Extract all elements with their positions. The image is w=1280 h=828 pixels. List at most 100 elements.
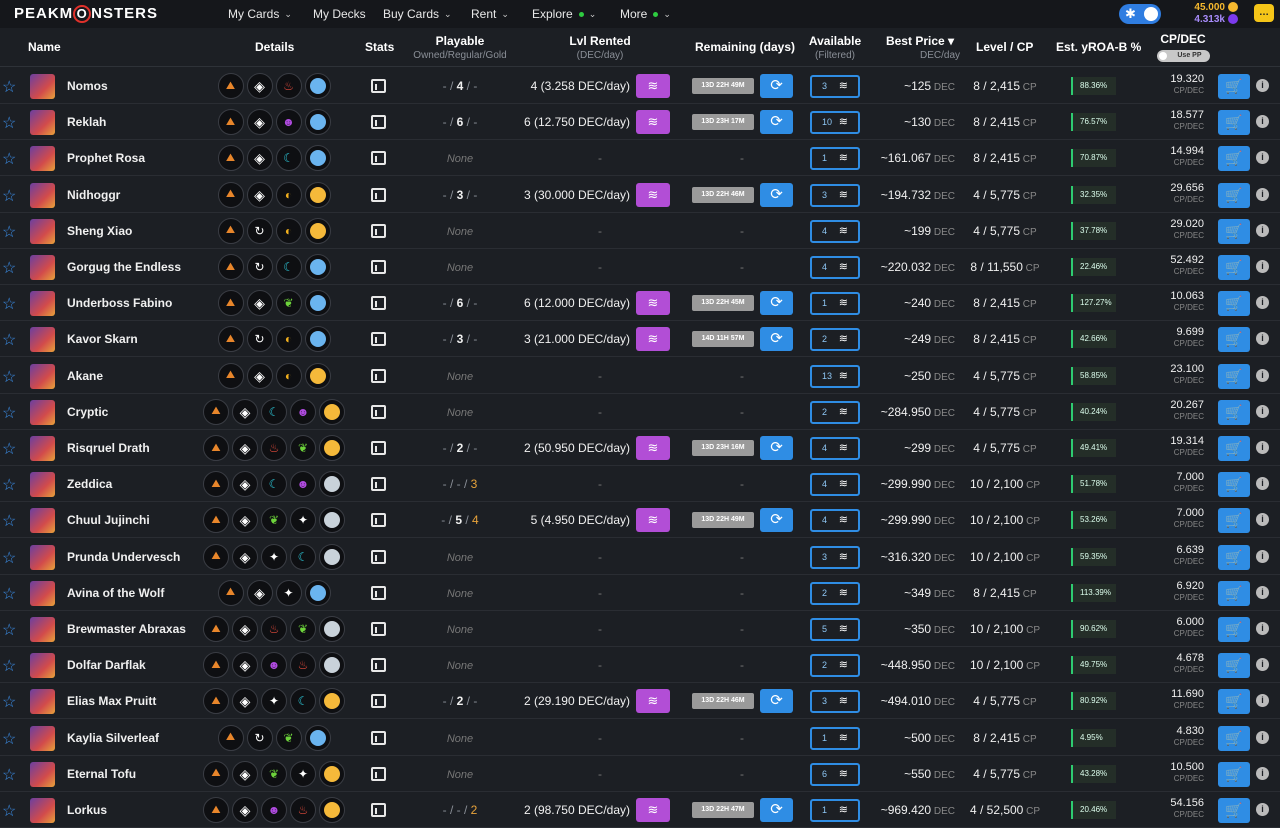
card-avatar[interactable] bbox=[30, 472, 55, 498]
info-icon[interactable]: i bbox=[1256, 730, 1269, 744]
available-button[interactable]: 4 ≋ bbox=[810, 219, 860, 243]
stats-icon[interactable] bbox=[371, 513, 386, 528]
info-icon[interactable]: i bbox=[1256, 332, 1269, 346]
available-button[interactable]: 3 ≋ bbox=[810, 545, 860, 569]
info-icon[interactable]: i bbox=[1256, 151, 1269, 165]
add-to-cart-button[interactable]: 🛒 bbox=[1218, 399, 1250, 425]
favorite-star-icon[interactable]: ☆ bbox=[2, 730, 17, 748]
info-icon[interactable]: i bbox=[1256, 223, 1269, 237]
stats-icon[interactable] bbox=[371, 658, 386, 673]
stats-icon[interactable] bbox=[371, 404, 386, 419]
stats-icon[interactable] bbox=[371, 115, 386, 130]
available-button[interactable]: 2 ≋ bbox=[810, 581, 860, 605]
stats-icon[interactable] bbox=[371, 79, 386, 93]
available-button[interactable]: 1 ≋ bbox=[810, 147, 860, 171]
add-to-cart-button[interactable]: 🛒 bbox=[1218, 146, 1250, 172]
card-avatar[interactable] bbox=[30, 725, 55, 751]
favorite-star-icon[interactable]: ☆ bbox=[2, 622, 17, 639]
info-icon[interactable]: i bbox=[1256, 694, 1269, 708]
col-lvl-rented[interactable]: Lvl Rented (DEC/day) bbox=[569, 34, 631, 61]
add-to-cart-button[interactable]: 🛒 bbox=[1218, 74, 1250, 99]
available-button[interactable]: 1 ≋ bbox=[810, 292, 860, 316]
add-to-cart-button[interactable]: 🛒 bbox=[1218, 798, 1250, 823]
col-level-cp[interactable]: Level / CP bbox=[976, 40, 1034, 54]
renew-button[interactable]: ⟳ bbox=[760, 110, 793, 135]
stats-icon[interactable] bbox=[371, 187, 386, 202]
available-button[interactable]: 3 ≋ bbox=[810, 690, 860, 714]
col-best-price[interactable]: Best Price ▾ DEC/day bbox=[885, 34, 960, 61]
add-to-cart-button[interactable]: 🛒 bbox=[1218, 689, 1250, 715]
use-pp-toggle[interactable]: Use PP bbox=[1156, 50, 1210, 62]
card-avatar[interactable] bbox=[30, 363, 55, 389]
card-avatar[interactable] bbox=[30, 110, 55, 136]
card-name[interactable]: Gorgug the Endless bbox=[67, 260, 182, 274]
favorite-star-icon[interactable]: ☆ bbox=[2, 803, 17, 820]
info-icon[interactable]: i bbox=[1256, 260, 1269, 273]
card-avatar[interactable] bbox=[30, 182, 55, 208]
stats-icon[interactable] bbox=[371, 260, 386, 274]
card-avatar[interactable] bbox=[30, 255, 55, 280]
col-available[interactable]: Available (Filtered) bbox=[808, 34, 862, 61]
card-avatar[interactable] bbox=[30, 544, 55, 570]
info-icon[interactable]: i bbox=[1256, 477, 1269, 491]
rent-stack-button[interactable]: ≋ bbox=[636, 291, 670, 316]
col-yroa[interactable]: Est. yROA-B % bbox=[1056, 40, 1142, 54]
logo[interactable]: PEAKM O NSTERS bbox=[14, 5, 159, 23]
favorite-star-icon[interactable]: ☆ bbox=[2, 151, 17, 169]
add-to-cart-button[interactable]: 🛒 bbox=[1218, 182, 1250, 208]
add-to-cart-button[interactable]: 🛒 bbox=[1218, 218, 1250, 244]
available-button[interactable]: 4 ≋ bbox=[810, 473, 860, 497]
available-button[interactable]: 1 ≋ bbox=[810, 799, 860, 822]
favorite-star-icon[interactable]: ☆ bbox=[2, 404, 17, 422]
card-name[interactable]: Zeddica bbox=[67, 477, 113, 492]
card-name[interactable]: Risqruel Drath bbox=[67, 441, 150, 455]
info-icon[interactable]: i bbox=[1256, 296, 1269, 310]
nav-rent[interactable]: Rent ⌄ bbox=[459, 0, 521, 32]
available-button[interactable]: 4 ≋ bbox=[810, 256, 860, 279]
available-button[interactable]: 10 ≋ bbox=[810, 111, 860, 135]
col-cp-dec[interactable]: CP/DEC Use PP bbox=[1148, 32, 1218, 62]
favorite-star-icon[interactable]: ☆ bbox=[2, 223, 17, 241]
card-avatar[interactable] bbox=[30, 74, 55, 99]
renew-button[interactable]: ⟳ bbox=[760, 291, 793, 316]
stats-icon[interactable] bbox=[371, 332, 386, 347]
stats-icon[interactable] bbox=[371, 766, 386, 781]
add-to-cart-button[interactable]: 🛒 bbox=[1218, 761, 1250, 787]
add-to-cart-button[interactable]: 🛒 bbox=[1218, 363, 1250, 389]
rent-stack-button[interactable]: ≋ bbox=[636, 74, 670, 98]
add-to-cart-button[interactable]: 🛒 bbox=[1218, 725, 1250, 751]
chat-icon[interactable]: … bbox=[1254, 4, 1274, 22]
stats-icon[interactable] bbox=[371, 585, 386, 600]
favorite-star-icon[interactable]: ☆ bbox=[2, 368, 17, 386]
col-name[interactable]: Name bbox=[28, 40, 61, 54]
available-button[interactable]: 13 ≋ bbox=[810, 364, 860, 388]
card-avatar[interactable] bbox=[30, 146, 55, 172]
renew-button[interactable]: ⟳ bbox=[760, 327, 793, 352]
rent-stack-button[interactable]: ≋ bbox=[636, 689, 670, 714]
card-name[interactable]: Chuul Jujinchi bbox=[67, 513, 150, 528]
favorite-star-icon[interactable]: ☆ bbox=[2, 766, 17, 784]
rent-stack-button[interactable]: ≋ bbox=[636, 110, 670, 135]
card-name[interactable]: Kaylia Silverleaf bbox=[67, 730, 160, 745]
info-icon[interactable]: i bbox=[1256, 404, 1269, 418]
available-button[interactable]: 3 ≋ bbox=[810, 183, 860, 207]
favorite-star-icon[interactable]: ☆ bbox=[2, 260, 17, 277]
available-button[interactable]: 2 ≋ bbox=[810, 328, 860, 352]
card-avatar[interactable] bbox=[30, 798, 55, 823]
stats-icon[interactable] bbox=[371, 368, 386, 383]
card-name[interactable]: Prunda Undervesch bbox=[67, 549, 181, 564]
card-avatar[interactable] bbox=[30, 617, 55, 642]
card-avatar[interactable] bbox=[30, 291, 55, 317]
renew-button[interactable]: ⟳ bbox=[760, 182, 793, 207]
nav-my-cards[interactable]: My Cards ⌄ bbox=[228, 0, 292, 28]
card-avatar[interactable] bbox=[30, 761, 55, 787]
favorite-star-icon[interactable]: ☆ bbox=[2, 513, 17, 531]
info-icon[interactable]: i bbox=[1256, 658, 1269, 672]
rent-stack-button[interactable]: ≋ bbox=[636, 327, 670, 352]
info-icon[interactable]: i bbox=[1256, 549, 1269, 563]
favorite-star-icon[interactable]: ☆ bbox=[2, 694, 17, 712]
card-name[interactable]: Kavor Skarn bbox=[67, 332, 138, 347]
favorite-star-icon[interactable]: ☆ bbox=[2, 585, 17, 603]
add-to-cart-button[interactable]: 🛒 bbox=[1218, 544, 1250, 570]
card-name[interactable]: Avina of the Wolf bbox=[67, 585, 165, 600]
